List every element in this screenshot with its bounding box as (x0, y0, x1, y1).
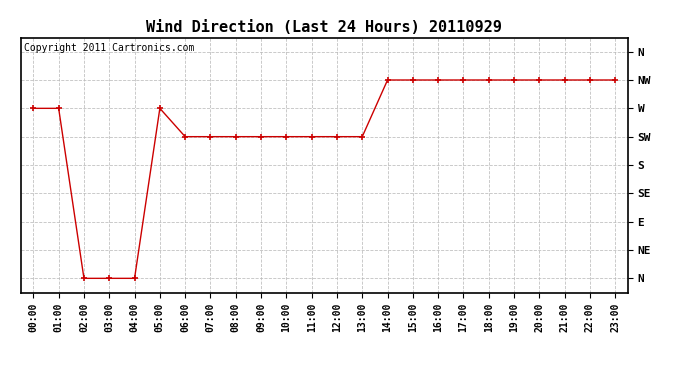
Title: Wind Direction (Last 24 Hours) 20110929: Wind Direction (Last 24 Hours) 20110929 (146, 20, 502, 35)
Text: Copyright 2011 Cartronics.com: Copyright 2011 Cartronics.com (23, 43, 194, 52)
